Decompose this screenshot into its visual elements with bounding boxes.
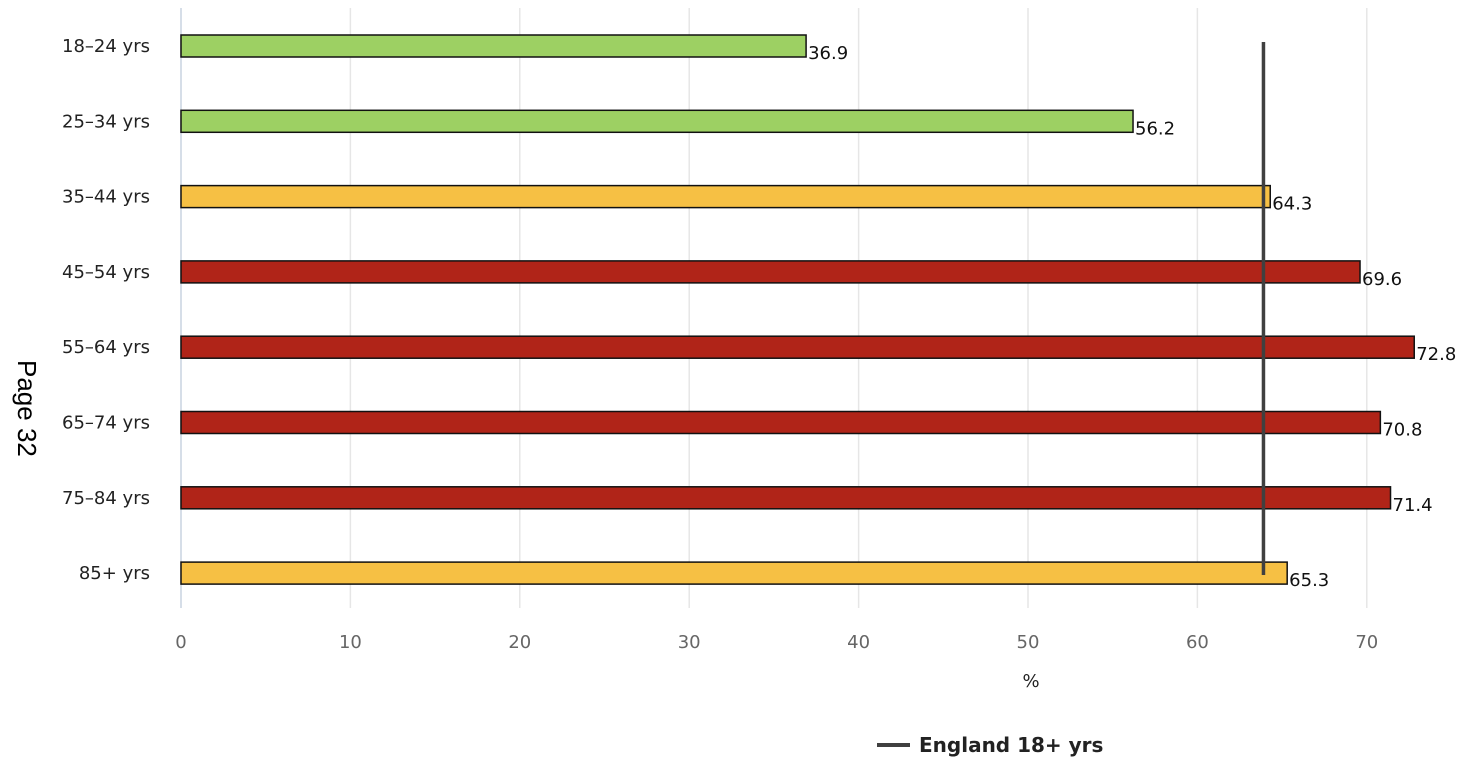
bar-value-label: 71.4 (1393, 495, 1433, 516)
x-tick-label: 40 (847, 632, 870, 653)
legend-label: England 18+ yrs (919, 733, 1103, 757)
bar-value-label: 64.3 (1272, 194, 1312, 215)
bar (181, 412, 1380, 434)
bar (181, 487, 1391, 509)
category-label: 55–64 yrs (62, 337, 150, 358)
bar (181, 186, 1270, 208)
x-tick-label: 10 (339, 632, 362, 653)
bar (181, 562, 1287, 584)
bar-value-label: 72.8 (1416, 344, 1456, 365)
category-labels: 18–24 yrs 25–34 yrs 35–44 yrs 45–54 yrs 55–6… (62, 36, 150, 584)
bar-value-label: 69.6 (1362, 269, 1402, 290)
x-tick-label: 70 (1355, 632, 1378, 653)
bar (181, 336, 1414, 358)
x-tick-label: 30 (678, 632, 701, 653)
category-label: 25–34 yrs (62, 111, 150, 132)
x-tick-label: 60 (1186, 632, 1209, 653)
bar-value-label: 56.2 (1135, 118, 1175, 139)
x-axis-title: % (1022, 671, 1039, 692)
legend: England 18+ yrs (877, 733, 1103, 757)
grid-lines (350, 8, 1366, 608)
bar-value-label: 65.3 (1289, 570, 1329, 591)
bar-value-label: 70.8 (1382, 420, 1422, 441)
bar (181, 35, 806, 57)
bar (181, 261, 1360, 283)
bar (181, 110, 1133, 132)
x-tick-label: 50 (1017, 632, 1040, 653)
category-label: 75–84 yrs (62, 488, 150, 509)
bars (181, 35, 1414, 584)
x-tick-label: 20 (508, 632, 531, 653)
bar-value-label: 36.9 (808, 43, 848, 64)
category-label: 85+ yrs (79, 563, 150, 584)
category-label: 35–44 yrs (62, 187, 150, 208)
category-label: 18–24 yrs (62, 36, 150, 57)
x-tick-label: 0 (175, 632, 186, 653)
category-label: 45–54 yrs (62, 262, 150, 283)
category-label: 65–74 yrs (62, 413, 150, 434)
x-tick-labels: 0 10 20 30 40 50 60 70 (175, 632, 1378, 653)
